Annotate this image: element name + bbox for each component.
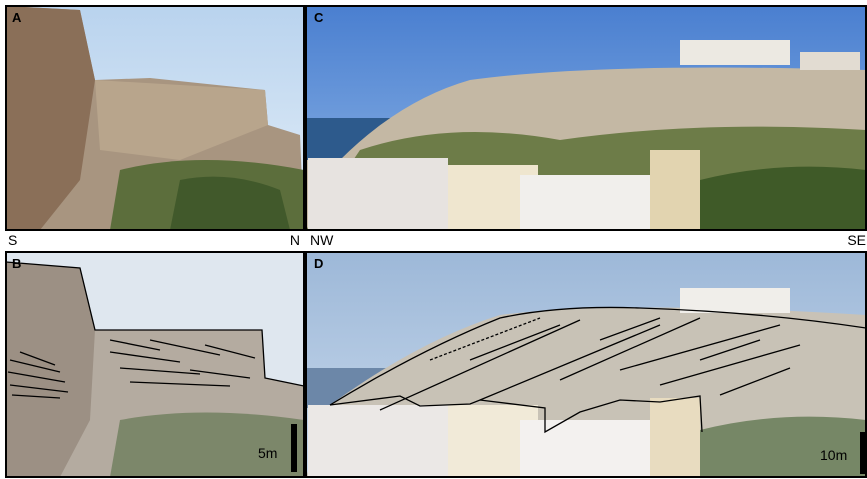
panel-label: A <box>12 10 22 25</box>
scale-label: 10m <box>820 447 847 463</box>
figure: A C S N NW SE B 5m <box>0 0 867 479</box>
orientation-label: SE <box>847 232 866 248</box>
photo-c <box>306 6 866 230</box>
orientation-label: N <box>290 232 300 248</box>
photo-a <box>6 6 304 230</box>
orientation-label: S <box>8 232 17 248</box>
photo-d <box>306 252 866 477</box>
photo-b <box>6 252 304 477</box>
orientation-label: NW <box>310 232 334 248</box>
panel-label: B <box>12 256 21 271</box>
panel-label: C <box>314 10 324 25</box>
panel-label: D <box>314 256 323 271</box>
scale-label: 5m <box>258 445 277 461</box>
